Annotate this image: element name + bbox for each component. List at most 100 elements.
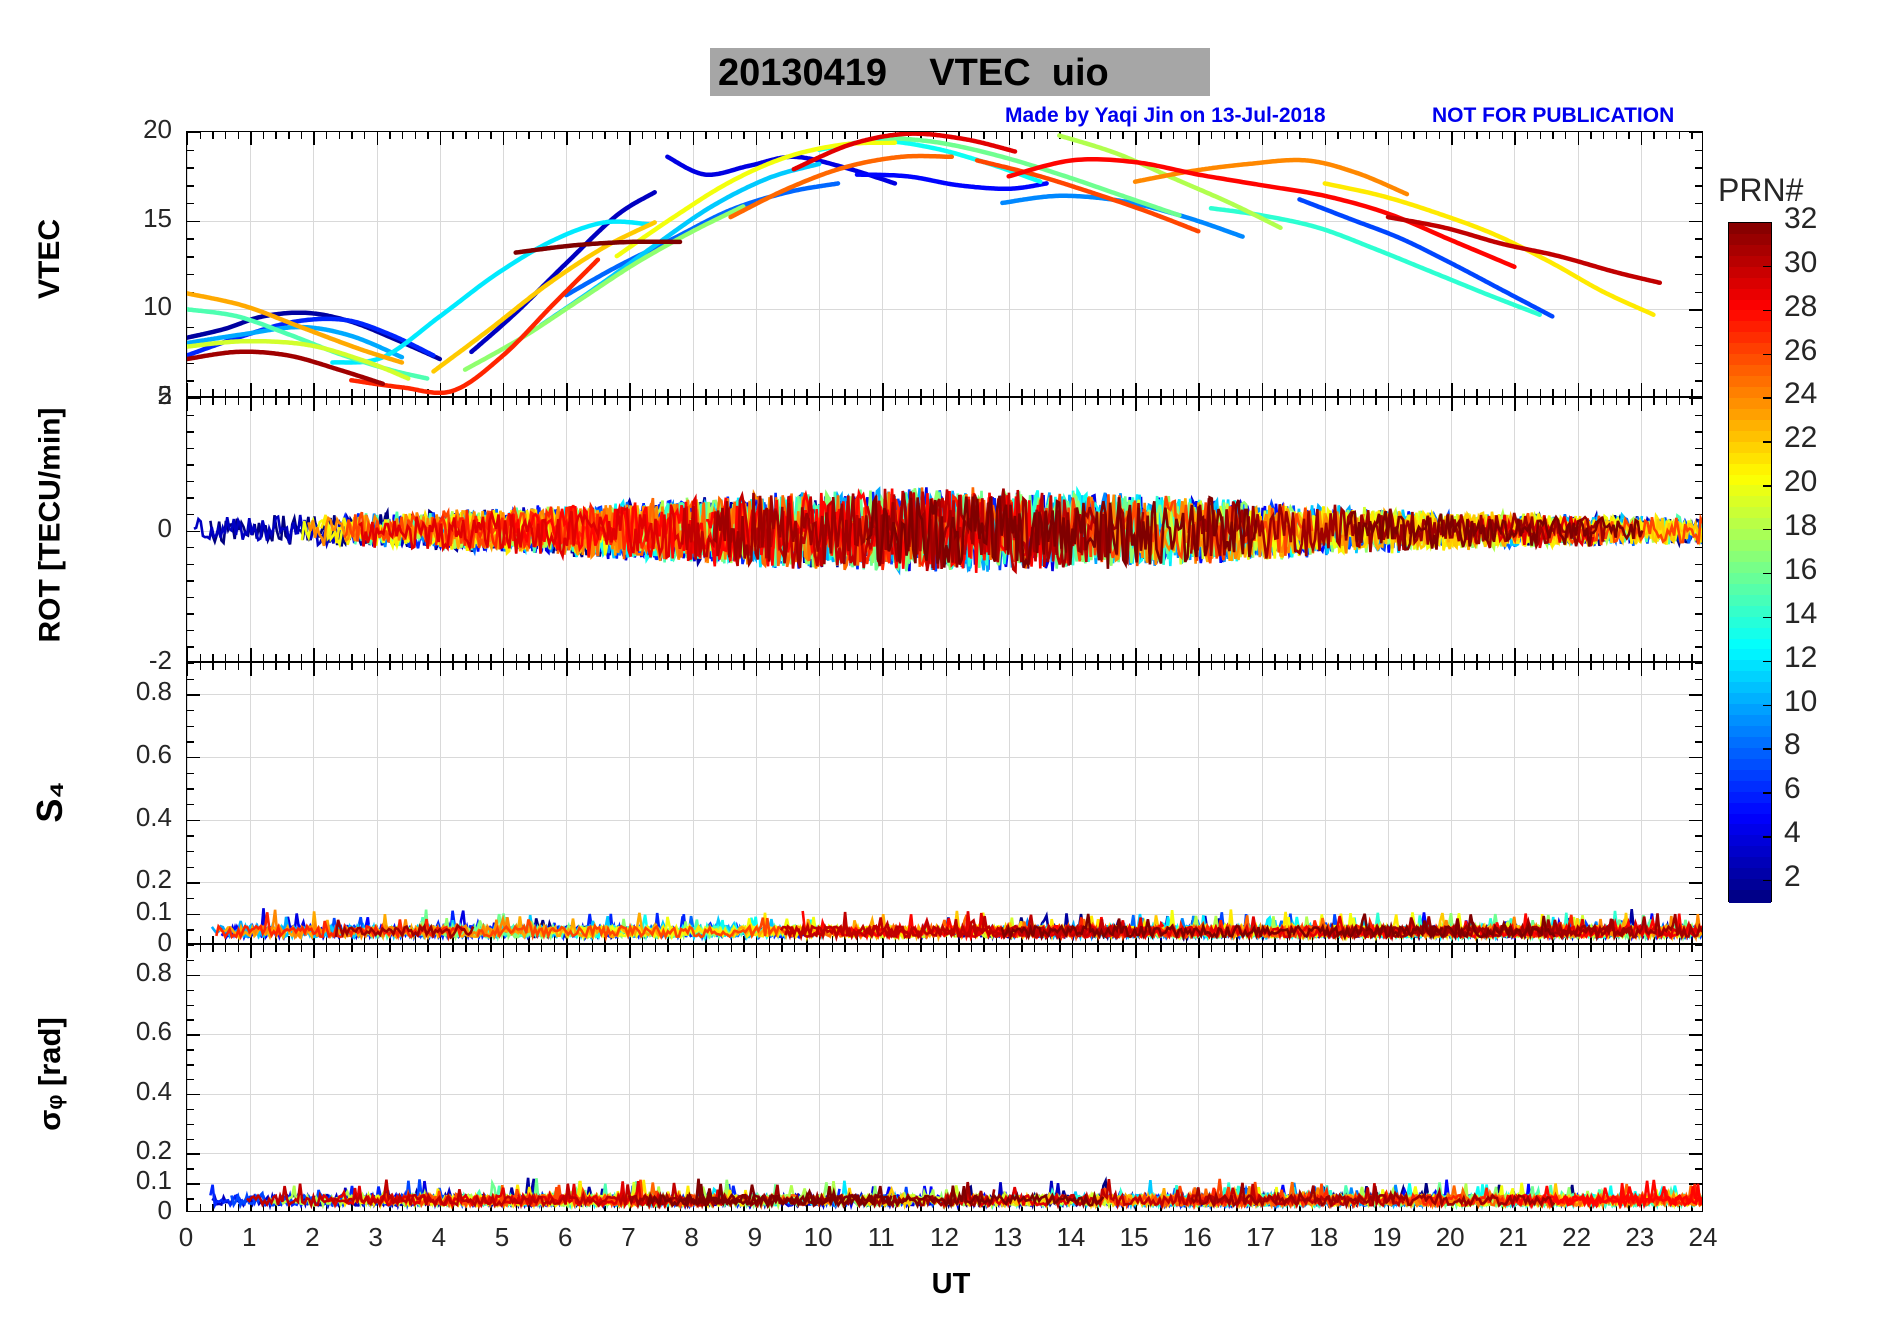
x-tick: [1350, 1204, 1352, 1211]
x-tick: [1337, 132, 1339, 139]
x-tick: [326, 132, 328, 139]
y-tick: [187, 663, 194, 665]
colorbar-segment: [1729, 594, 1771, 608]
x-tick: [932, 398, 935, 405]
x-tick: [882, 398, 884, 411]
series-layer-vtec: [187, 132, 1663, 396]
y-tick: [187, 710, 194, 712]
colorbar-segment: [1729, 354, 1771, 368]
x-tick: [1274, 654, 1276, 661]
y-tick: [187, 788, 194, 790]
x-tick: [654, 132, 657, 139]
x-tick: [1501, 663, 1504, 670]
x-tick: [642, 398, 644, 405]
x-tick: [1438, 132, 1440, 139]
x-tick: [1590, 1204, 1592, 1211]
x-tick: [1628, 654, 1630, 661]
x-tick: [857, 132, 859, 139]
gridline-vertical: [1387, 663, 1389, 943]
x-tick: [1615, 945, 1617, 952]
x-tick: [1337, 1204, 1339, 1211]
x-tick: [212, 132, 214, 139]
x-tick: [743, 132, 745, 139]
x-tick: [831, 663, 834, 670]
x-tick: [1109, 945, 1112, 952]
x-tick: [1590, 389, 1592, 396]
x-tick: [237, 389, 239, 396]
x-tick: [1008, 945, 1011, 958]
y-tick: [187, 220, 200, 223]
x-tick: [1678, 654, 1681, 661]
x-tick: [1210, 663, 1213, 670]
x-tick: [1425, 132, 1428, 139]
y-tick: [1695, 851, 1702, 853]
x-tick: [578, 945, 581, 952]
x-tick: [717, 663, 720, 670]
x-tick: [996, 398, 998, 405]
x-tick: [629, 132, 631, 145]
x-tick: [288, 654, 290, 661]
y-tick: [187, 1138, 194, 1140]
gridline-horizontal: [187, 1093, 1702, 1095]
x-tick: [566, 398, 568, 411]
x-tick: [1678, 945, 1681, 952]
x-tick: [857, 389, 859, 396]
x-tick: [654, 936, 657, 943]
y-tick-label: -2: [148, 645, 172, 675]
gridline-vertical: [1261, 945, 1263, 1211]
y-axis-title-sigma_phi: σᵩ [rad]: [32, 1017, 67, 1131]
x-tick: [1564, 654, 1567, 661]
x-tick: [1489, 654, 1491, 661]
colorbar-segment: [1729, 813, 1771, 827]
colorbar[interactable]: [1728, 222, 1772, 904]
x-tick: [1021, 389, 1023, 396]
x-tick: [1425, 1204, 1428, 1211]
x-tick: [439, 648, 442, 661]
y-tick-label: 5: [157, 380, 172, 410]
x-tick: [1489, 398, 1491, 405]
gridline-vertical: [692, 663, 694, 943]
gridline-vertical: [1071, 663, 1073, 943]
y-tick: [1695, 291, 1702, 293]
x-tick: [1640, 132, 1643, 145]
x-tick-label: 7: [621, 1222, 636, 1252]
colorbar-tick: [1763, 880, 1772, 882]
x-tick: [932, 945, 935, 952]
x-tick-label: 13: [993, 1222, 1023, 1252]
gridline-horizontal: [187, 913, 1702, 915]
x-tick: [1033, 654, 1036, 661]
series-line-prn-32: [646, 1183, 893, 1210]
y-tick: [1695, 202, 1702, 205]
gridline-vertical: [250, 663, 252, 943]
x-tick: [212, 389, 214, 396]
x-tick: [1261, 945, 1263, 958]
x-tick: [1337, 945, 1339, 952]
x-tick: [275, 663, 277, 670]
x-tick: [1387, 648, 1390, 661]
x-tick-label: 24: [1688, 1222, 1718, 1252]
colorbar-tick-label: 18: [1784, 509, 1818, 543]
gridline-vertical: [1324, 945, 1326, 1211]
x-tick: [819, 383, 821, 396]
x-tick: [1489, 936, 1491, 943]
x-tick: [1666, 945, 1668, 952]
x-tick: [288, 398, 290, 405]
x-tick: [1198, 663, 1200, 676]
x-tick: [793, 398, 796, 405]
x-tick: [477, 398, 480, 405]
x-tick: [1084, 1204, 1086, 1211]
x-tick: [187, 1198, 189, 1211]
series-line-prn-32: [1344, 509, 1644, 551]
gridline-vertical: [1451, 945, 1453, 1211]
y-tick: [187, 132, 200, 134]
y-tick: [1695, 238, 1702, 240]
y-tick: [187, 431, 194, 433]
x-tick: [869, 398, 872, 405]
x-tick-label: 17: [1246, 1222, 1275, 1252]
x-tick: [1185, 398, 1188, 405]
y-tick: [187, 1093, 200, 1096]
x-tick: [920, 389, 922, 396]
x-tick: [1501, 936, 1504, 943]
x-tick: [250, 945, 252, 958]
x-tick: [1046, 389, 1049, 396]
